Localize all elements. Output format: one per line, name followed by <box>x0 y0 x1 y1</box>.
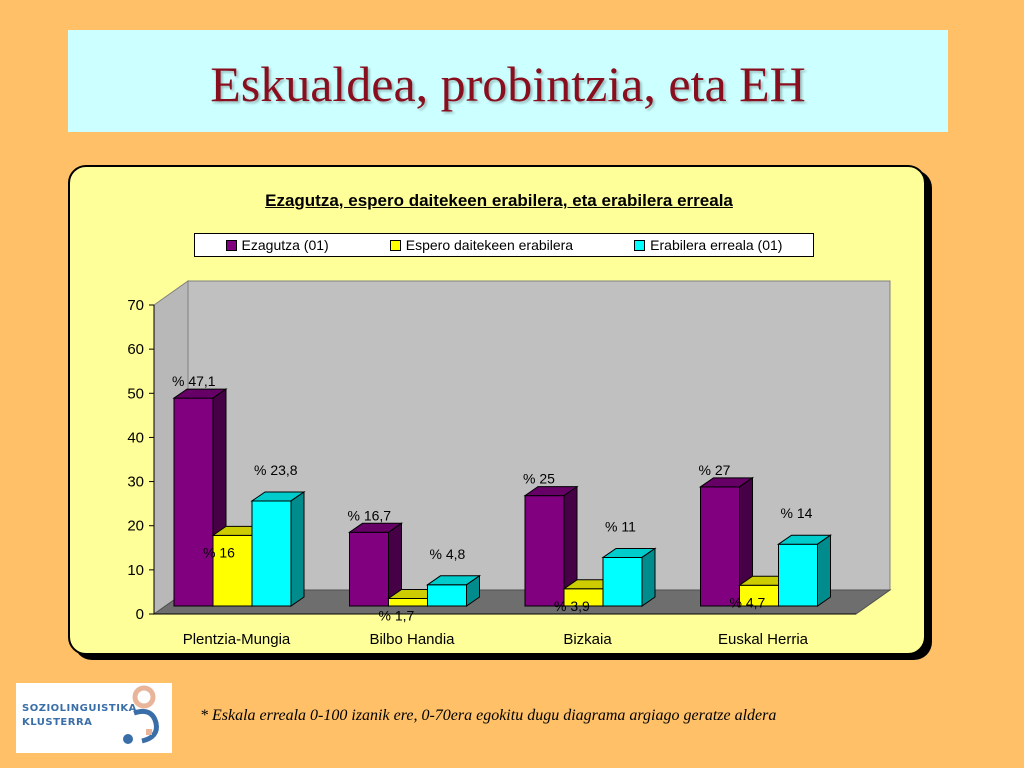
y-tick-label: 40 <box>127 429 144 446</box>
data-label-3-0: % 27 <box>699 462 731 478</box>
y-tick-label: 60 <box>127 341 144 358</box>
x-category-label: Bilbo Handia <box>369 631 455 648</box>
data-label-2-2: % 11 <box>605 518 636 534</box>
footnote: * Eskala erreala 0-100 izanik ere, 0-70e… <box>200 707 777 724</box>
chart-panel: Ezagutza, espero daitekeen erabilera, et… <box>68 165 926 655</box>
x-category-label: Euskal Herria <box>718 631 809 648</box>
title-box: Eskualdea, probintzia, eta EH <box>68 30 948 132</box>
x-category-label: Plentzia-Mungia <box>183 631 291 648</box>
logo-text-line2: KLUSTERRA <box>22 717 93 728</box>
bar-side-3-2 <box>817 534 831 607</box>
chart-legend: Ezagutza (01) Espero daitekeen erabilera… <box>194 233 814 257</box>
data-label-3-1: % 4,7 <box>730 594 766 610</box>
data-label-1-1: % 1,7 <box>379 607 415 623</box>
chart-title: Ezagutza, espero daitekeen erabilera, et… <box>265 191 733 210</box>
legend-swatch-espero <box>389 239 401 251</box>
y-tick-label: 70 <box>127 297 144 314</box>
legend-item-espero: Espero daitekeen erabilera <box>389 237 574 253</box>
data-label-0-0: % 47,1 <box>172 373 216 389</box>
bar-3-0 <box>700 486 740 607</box>
bar-side-0-2 <box>290 490 305 607</box>
legend-label-erabilera: Erabilera erreala (01) <box>650 237 783 253</box>
data-label-0-1: % 16 <box>203 544 235 560</box>
logo-mark-icon <box>123 685 159 744</box>
bar-2-2 <box>602 556 643 607</box>
bar-2-0 <box>524 495 565 607</box>
data-label-1-2: % 4,8 <box>430 546 466 562</box>
y-tick-label: 0 <box>136 606 144 623</box>
bar-side-1-2 <box>466 574 480 607</box>
legend-label-ezagutza: Ezagutza (01) <box>241 237 329 253</box>
y-tick-label: 30 <box>127 474 144 491</box>
y-tick-label: 50 <box>127 385 144 402</box>
bar-chart-svg: 0 10 20 30 40 50 60 70 % 47,1 % 16 % 23,8 Plentzia-… <box>127 280 892 648</box>
bar-1-2 <box>427 584 467 607</box>
bar-0-2 <box>251 500 292 607</box>
data-label-2-1: % 3,9 <box>554 598 590 614</box>
legend-label-espero: Espero daitekeen erabilera <box>405 237 574 253</box>
data-label-2-0: % 25 <box>523 471 555 487</box>
legend-swatch-erabilera <box>634 239 646 251</box>
logo-text-line1: SOZIOLINGUISTIKA <box>22 703 137 714</box>
data-label-0-2: % 23,8 <box>254 462 298 478</box>
bar-3-2 <box>778 543 818 607</box>
x-category-label: Bizkaia <box>563 631 612 648</box>
y-tick-label: 10 <box>127 562 144 579</box>
bar-1-0 <box>349 531 389 607</box>
y-tick-label: 20 <box>127 518 144 535</box>
legend-swatch-ezagutza <box>225 239 237 251</box>
bar-1-1 <box>388 597 428 607</box>
soziolinguistika-klusterra-logo: SOZIOLINGUISTIKA KLUSTERRA <box>16 683 172 753</box>
legend-item-erabilera: Erabilera erreala (01) <box>634 237 782 253</box>
bar-0-0 <box>173 397 214 607</box>
data-label-1-0: % 16,7 <box>348 507 392 523</box>
data-label-3-2: % 14 <box>781 505 813 521</box>
page-title: Eskualdea, probintzia, eta EH <box>210 56 806 112</box>
bar-side-2-2 <box>641 547 656 607</box>
legend-item-ezagutza: Ezagutza (01) <box>225 237 329 253</box>
